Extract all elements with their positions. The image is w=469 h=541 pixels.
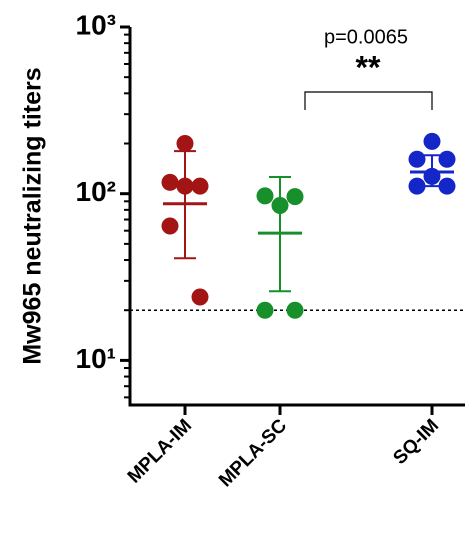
data-point bbox=[408, 150, 426, 168]
significance-stars: ** bbox=[356, 49, 381, 85]
data-point bbox=[423, 132, 441, 150]
data-point bbox=[191, 288, 209, 306]
y-tick-label: 10¹ bbox=[76, 343, 116, 374]
y-tick-label: 10³ bbox=[76, 9, 116, 40]
x-tick-label: SQ-IM bbox=[389, 415, 443, 469]
data-point bbox=[161, 217, 179, 235]
data-point bbox=[438, 150, 456, 168]
data-point bbox=[286, 301, 304, 319]
data-point bbox=[161, 173, 179, 191]
x-tick-label: MPLA-SC bbox=[215, 415, 291, 491]
p-value: p=0.0065 bbox=[324, 26, 408, 48]
x-tick-label: MPLA-IM bbox=[124, 415, 196, 487]
y-axis-label: Mw965 neutralizing titers bbox=[19, 67, 47, 364]
data-point bbox=[286, 188, 304, 206]
data-point bbox=[191, 177, 209, 195]
data-point bbox=[256, 187, 274, 205]
y-tick-label: 10² bbox=[76, 176, 116, 207]
data-point bbox=[256, 301, 274, 319]
data-point bbox=[408, 177, 426, 195]
data-point bbox=[438, 177, 456, 195]
data-point bbox=[176, 135, 194, 153]
significance-bracket bbox=[304, 91, 433, 110]
